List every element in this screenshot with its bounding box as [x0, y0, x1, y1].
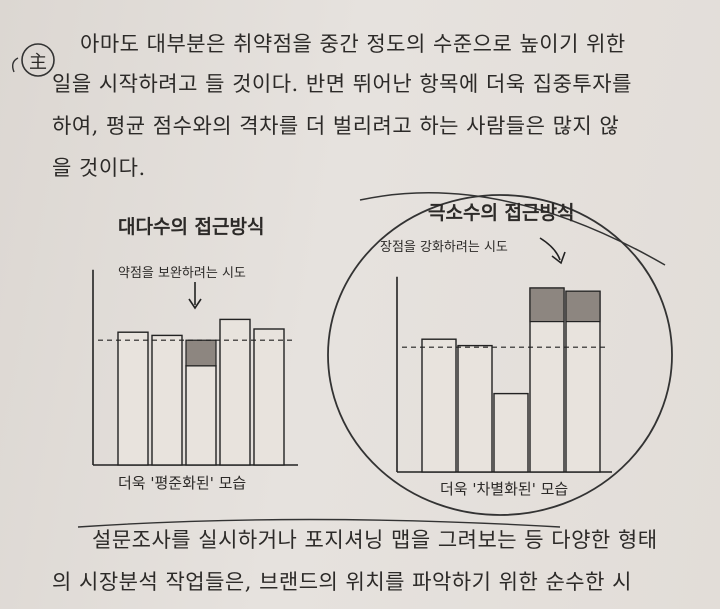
left-chart-caption: 더욱 '평준화된' 모습: [118, 474, 247, 492]
bar: [457, 344, 493, 473]
right-arrow-icon: [539, 237, 566, 265]
paragraph-line: 일을 시작하려고 들 것이다. 반면 뛰어난 항목에 더욱 집중투자를: [52, 72, 632, 96]
right-chart-title: 극소수의 접근방식: [428, 202, 575, 224]
highlighted-segment: [529, 287, 565, 323]
paragraph-line: 을 것이다.: [52, 156, 146, 180]
right-chart-caption: 더욱 '차별화된' 모습: [440, 480, 569, 498]
bottom-text-line: 의 시장분석 작업들은, 브랜드의 위치를 파악하기 위한 순수한 시: [52, 570, 632, 594]
bar: [253, 328, 285, 466]
bar: [219, 318, 251, 466]
highlighted-segment: [565, 290, 601, 323]
margin-note: 主: [29, 52, 47, 73]
bar: [151, 334, 183, 466]
paragraph-line: 하여, 평균 점수와의 격차를 더 벌리려고 하는 사람들은 많지 않: [52, 114, 620, 138]
left-chart-annotation: 약점을 보완하려는 시도: [118, 266, 246, 281]
left-chart-title: 대다수의 접근방식: [118, 216, 265, 238]
bar: [117, 331, 149, 466]
paragraph-line: 아마도 대부분은 취약점을 중간 정도의 수준으로 높이기 위한: [80, 32, 626, 56]
left-arrow-icon: [188, 282, 202, 310]
bottom-text-line: 설문조사를 실시하거나 포지셔닝 맵을 그려보는 등 다양한 형태: [92, 528, 658, 552]
bar: [493, 392, 529, 473]
bar: [185, 365, 217, 466]
bar: [421, 338, 457, 473]
right-chart-annotation: 장점을 강화하려는 시도: [380, 240, 508, 255]
